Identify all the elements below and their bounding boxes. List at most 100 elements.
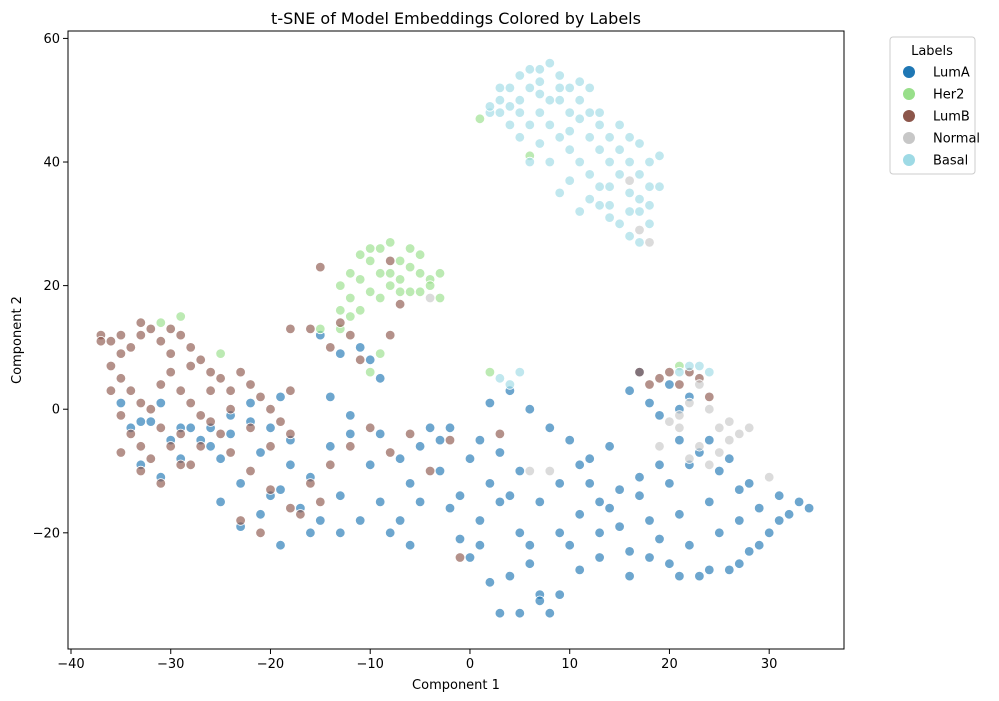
- point-basal: [484, 101, 496, 112]
- point-lumb: [345, 329, 356, 341]
- point-lumb: [135, 465, 147, 477]
- point-luma: [345, 410, 356, 421]
- points-layer: [95, 57, 815, 619]
- x-tick-label: 20: [661, 657, 678, 672]
- point-normal: [424, 292, 436, 304]
- point-lumb: [494, 428, 506, 440]
- point-luma: [694, 570, 705, 582]
- point-lumb: [135, 441, 147, 452]
- point-lumb: [385, 329, 396, 341]
- point-luma: [514, 465, 526, 477]
- point-her2: [365, 243, 376, 254]
- point-luma: [644, 552, 655, 563]
- point-luma: [534, 496, 546, 508]
- point-basal: [554, 187, 565, 199]
- plot-frame: [67, 30, 845, 650]
- point-basal: [624, 206, 635, 217]
- point-lumb: [674, 379, 685, 390]
- point-lumb: [385, 255, 396, 267]
- point-basal: [514, 70, 526, 81]
- point-basal: [644, 200, 655, 211]
- point-lumb: [105, 336, 117, 347]
- point-luma: [474, 540, 486, 551]
- point-lumb: [385, 447, 396, 458]
- point-basal: [554, 94, 565, 106]
- point-luma: [255, 509, 266, 520]
- point-her2: [414, 286, 426, 298]
- point-luma: [574, 459, 585, 471]
- point-lumb: [105, 360, 117, 372]
- point-luma: [554, 589, 565, 600]
- point-luma: [764, 527, 775, 539]
- point-lumb: [365, 422, 376, 434]
- point-luma: [754, 540, 765, 551]
- point-luma: [783, 509, 795, 520]
- point-luma: [644, 515, 655, 526]
- legend-entries: LumA Her2 LumB Normal Basal: [903, 66, 980, 169]
- point-luma: [355, 342, 366, 353]
- point-basal: [574, 206, 585, 217]
- point-normal: [704, 459, 715, 471]
- point-lumb: [245, 465, 256, 477]
- point-luma: [524, 558, 536, 569]
- legend-marker-luma: [903, 66, 915, 78]
- point-luma: [803, 502, 815, 514]
- point-basal: [614, 119, 625, 131]
- point-luma: [325, 391, 336, 403]
- point-lumb: [175, 428, 186, 440]
- point-luma: [265, 422, 276, 434]
- point-luma: [534, 595, 546, 607]
- point-luma: [554, 527, 565, 539]
- point-lumb: [245, 422, 256, 434]
- point-lumb: [285, 323, 296, 335]
- point-luma: [255, 447, 266, 458]
- point-luma: [774, 490, 785, 501]
- point-basal: [564, 82, 575, 94]
- point-normal: [704, 404, 715, 415]
- point-luma: [564, 540, 575, 551]
- y-tick-label: 0: [52, 403, 60, 418]
- point-basal: [614, 218, 625, 230]
- point-lumb: [404, 428, 416, 440]
- point-luma: [504, 570, 516, 582]
- point-luma: [664, 379, 675, 390]
- point-luma: [424, 422, 436, 434]
- point-lumb: [165, 366, 176, 378]
- point-lumb: [135, 397, 147, 409]
- point-luma: [664, 558, 675, 569]
- point-luma: [414, 496, 426, 508]
- point-luma: [704, 564, 715, 576]
- point-lumb: [115, 348, 127, 359]
- point-basal: [504, 119, 516, 131]
- point-basal: [634, 169, 645, 180]
- point-lumb: [265, 404, 276, 415]
- point-lumb: [275, 416, 286, 427]
- point-luma: [504, 490, 516, 501]
- point-luma: [205, 441, 216, 452]
- point-luma: [724, 453, 735, 464]
- point-luma: [624, 570, 635, 582]
- point-luma: [394, 453, 406, 464]
- point-lumb: [335, 317, 346, 328]
- x-tick-label: −40: [57, 657, 84, 672]
- point-normal: [544, 465, 556, 477]
- point-lumb: [444, 434, 456, 446]
- point-luma: [215, 453, 226, 464]
- point-lumb: [215, 373, 226, 384]
- point-lumb: [265, 484, 276, 495]
- point-her2: [404, 286, 416, 298]
- point-normal: [714, 422, 725, 434]
- point-luma: [544, 608, 556, 619]
- point-basal: [624, 230, 635, 242]
- point-luma: [275, 540, 286, 551]
- point-lumb: [115, 410, 127, 421]
- point-lumb: [155, 336, 167, 347]
- point-her2: [484, 366, 496, 378]
- point-luma: [215, 496, 226, 508]
- y-axis: −20 0 20 40 60: [33, 32, 68, 541]
- point-basal: [574, 94, 585, 106]
- point-basal: [504, 379, 516, 390]
- point-luma: [404, 540, 416, 551]
- point-basal: [584, 169, 595, 180]
- point-luma: [474, 515, 486, 526]
